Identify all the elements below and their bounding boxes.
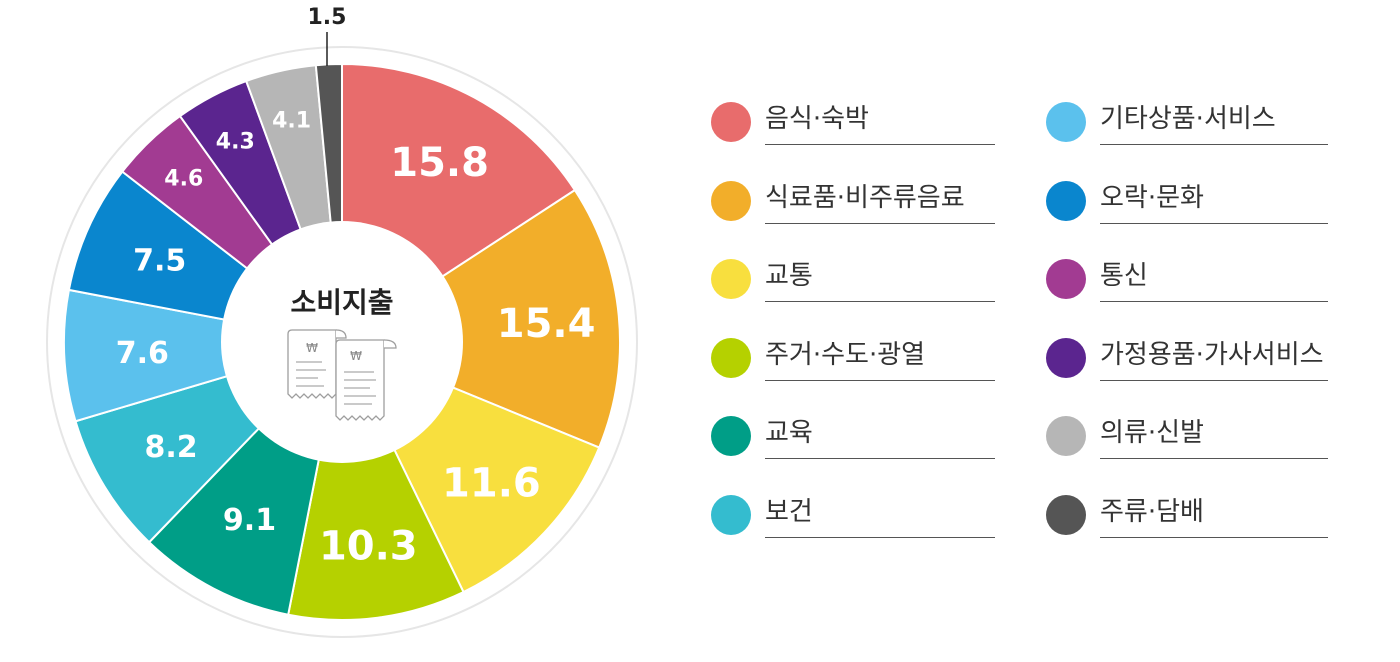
- donut-chart: 15.8 15.4 11.6 10.3 9.1 8.2 7.6 7.5 4.6 4.3 4.1 1.5…: [46, 5, 638, 638]
- receipt-icon: ₩ ₩: [287, 329, 397, 421]
- legend-label: 오락·문화: [1100, 182, 1204, 213]
- legend-item: 오락·문화: [1046, 179, 1328, 224]
- data-label: 15.4: [497, 301, 596, 347]
- legend-label: 주거·수도·광열: [765, 339, 926, 370]
- legend-label: 기타상품·서비스: [1100, 104, 1276, 134]
- data-label: 9.1: [223, 503, 276, 538]
- legend-label: 보건: [765, 496, 813, 527]
- data-label: 7.6: [116, 336, 169, 371]
- legend-swatch: [711, 416, 751, 456]
- legend-swatch: [711, 102, 751, 142]
- legend-swatch: [711, 180, 751, 221]
- legend-item: 교통: [711, 257, 995, 302]
- legend-swatch: [1046, 102, 1086, 142]
- receipt-currency: ₩: [306, 341, 318, 355]
- legend-item: 보건: [711, 493, 995, 538]
- pie-slice: [62, 288, 343, 423]
- legend-item: 통신: [1046, 257, 1328, 302]
- data-label: 4.3: [216, 129, 255, 154]
- data-label: 10.3: [319, 524, 418, 570]
- pie-slice: [339, 188, 621, 449]
- legend-label: 가정용품·가사서비스: [1100, 339, 1324, 370]
- data-label: 4.6: [164, 167, 203, 192]
- legend-item: 교육: [711, 414, 995, 459]
- legend-item: 기타상품·서비스: [1046, 100, 1328, 145]
- legend-item: 의류·신발: [1046, 414, 1328, 459]
- legend-item: 주류·담배: [1046, 493, 1328, 538]
- data-label: 11.6: [442, 461, 541, 507]
- value-labels: 15.8 15.4 11.6 10.3 9.1 8.2 7.6 7.5 4.6 4.3 4.1 1.5: [116, 5, 596, 570]
- legend-swatch: [711, 494, 751, 535]
- legend-item: 주거·수도·광열: [711, 336, 995, 381]
- data-label: 7.5: [133, 244, 186, 279]
- data-label: 8.2: [145, 430, 198, 465]
- legend-label: 통신: [1100, 261, 1148, 291]
- legend-label: 교통: [765, 261, 813, 291]
- center-title: 소비지출: [290, 286, 393, 319]
- legend-label: 음식·숙박: [765, 104, 869, 134]
- legend-item: 음식·숙박: [711, 100, 995, 145]
- legend-label: 의류·신발: [1100, 418, 1204, 448]
- legend-label: 식료품·비주류음료: [765, 182, 965, 213]
- legend-swatch: [1046, 416, 1086, 456]
- legend-swatch: [711, 259, 751, 299]
- legend-item: 식료품·비주류음료: [711, 179, 995, 224]
- data-label: 4.1: [272, 109, 311, 134]
- legend-swatch: [1046, 494, 1086, 535]
- legend-swatch: [1046, 259, 1086, 299]
- data-label: 15.8: [390, 140, 489, 186]
- legend-label: 주류·담배: [1100, 496, 1204, 527]
- legend-label: 교육: [765, 418, 813, 448]
- data-label: 1.5: [308, 5, 347, 30]
- legend-swatch: [1046, 180, 1086, 221]
- receipt-currency: ₩: [350, 349, 362, 363]
- legend-swatch: [711, 337, 751, 378]
- legend-swatch: [1046, 337, 1086, 378]
- legend-item: 가정용품·가사서비스: [1046, 336, 1328, 381]
